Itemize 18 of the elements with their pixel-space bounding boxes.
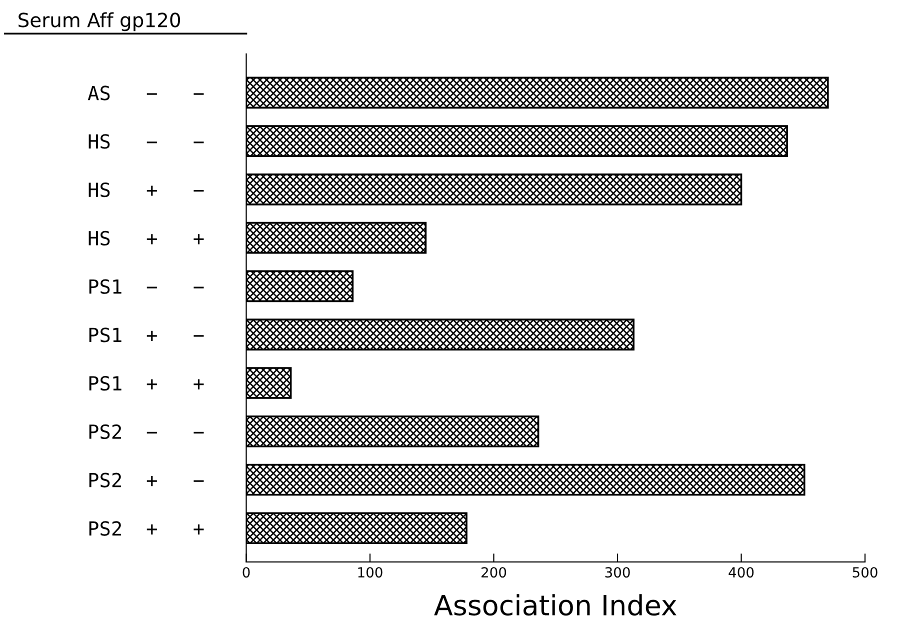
y-tick-label: PS1 + + xyxy=(89,376,204,391)
x-axis-title: Association Index xyxy=(434,594,676,616)
y-tick-label: AS − − xyxy=(88,86,204,100)
y-tick-label: PS1 − − xyxy=(89,279,204,294)
y-tick-label: HS + − xyxy=(88,182,204,198)
x-tick-label: 200 xyxy=(482,567,506,578)
x-tick-label: 500 xyxy=(852,567,878,578)
y-axis-title: Serum Aff gp120 xyxy=(18,12,180,32)
x-tick-label: 100 xyxy=(358,567,382,578)
y-tick-label: PS1 + − xyxy=(89,328,204,342)
y-tick-label: PS2 + − xyxy=(89,472,204,488)
x-tick-label: 0 xyxy=(242,567,250,578)
y-tick-label: HS − − xyxy=(88,134,204,149)
y-tick-label: PS2 − − xyxy=(89,424,204,440)
x-tick-label: 300 xyxy=(605,567,630,578)
x-tick-label: 400 xyxy=(728,567,754,578)
y-tick-label: PS2 + + xyxy=(89,521,204,536)
y-tick-label: HS + + xyxy=(88,230,204,246)
